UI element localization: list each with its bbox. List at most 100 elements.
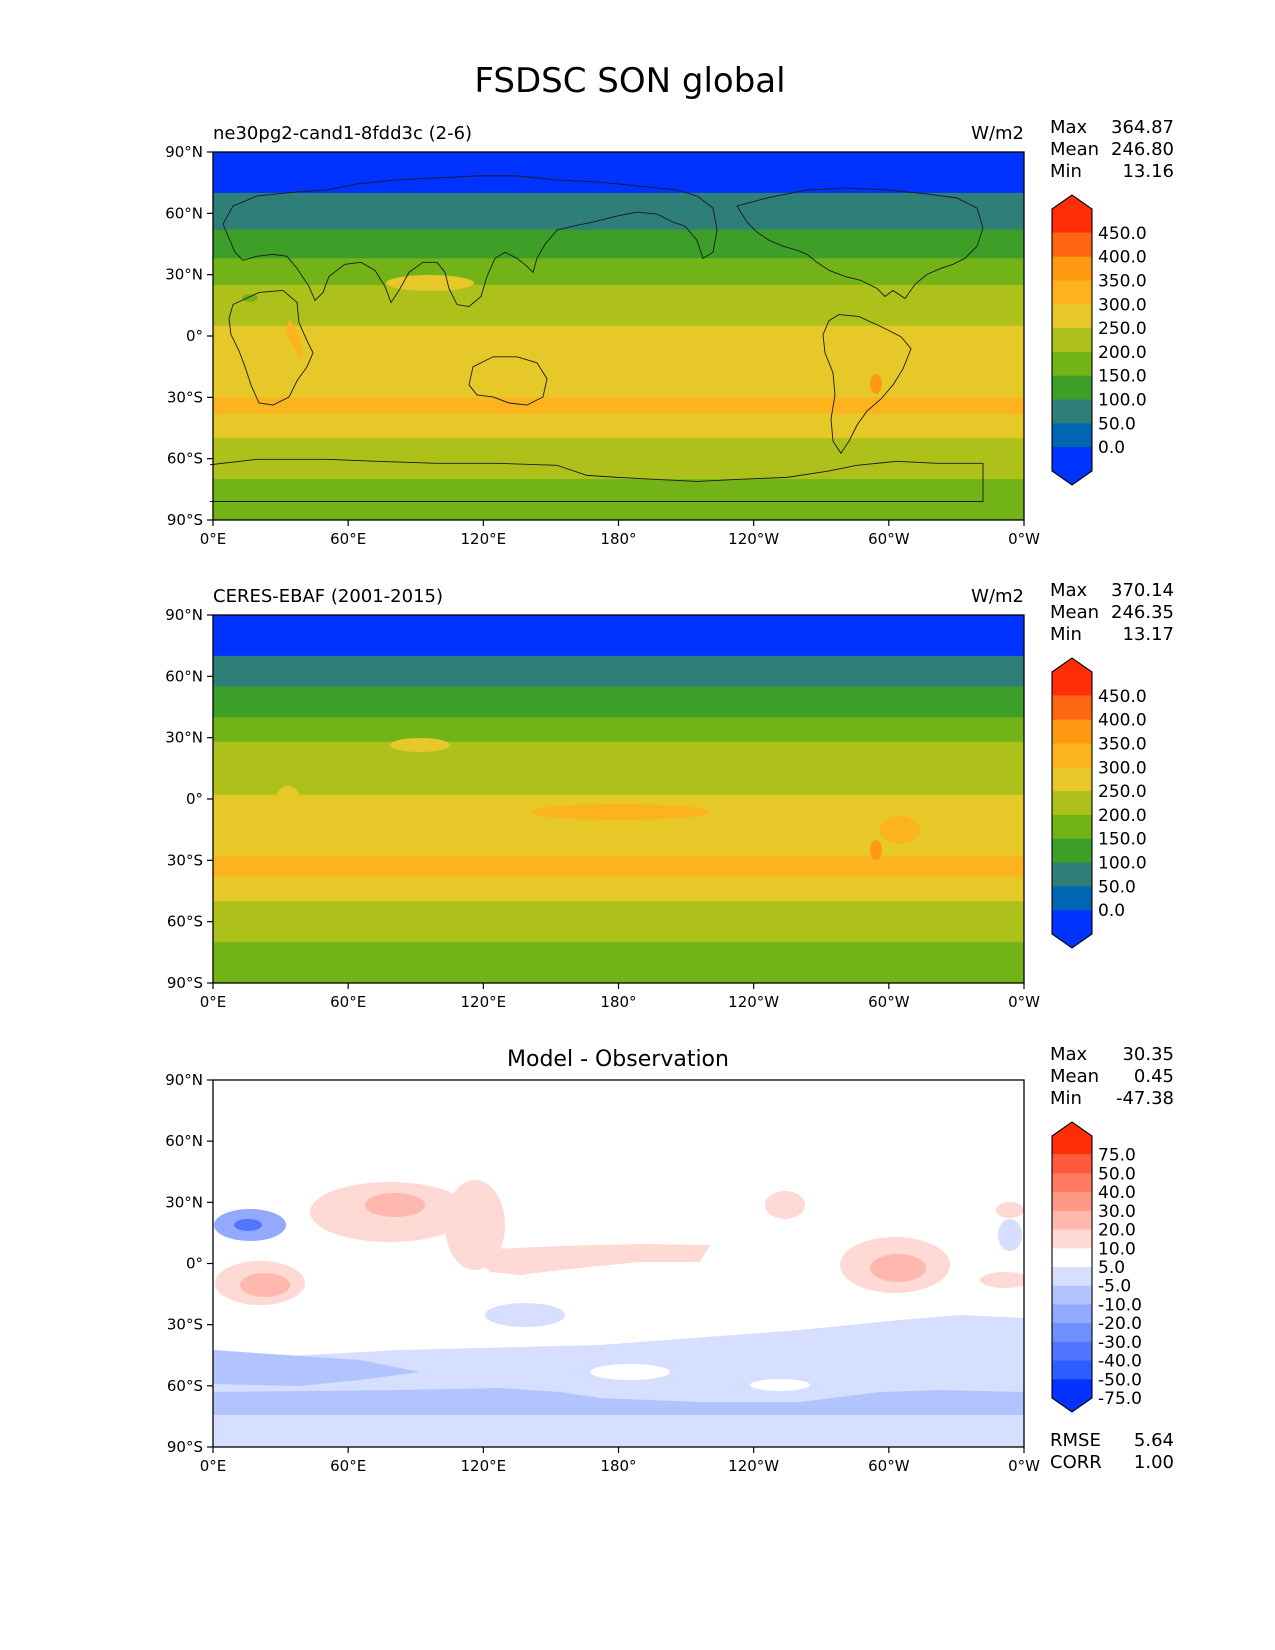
y-tick-label: 90°N [165,1071,203,1089]
colorbar-tick-label: 150.0 [1098,830,1147,850]
field-band [213,325,1024,398]
stat-mean-label: Mean [1050,602,1099,623]
colorbar-segment [1052,351,1092,377]
y-tick-label: 60°S [167,450,203,468]
y-tick-label: 60°N [165,667,203,685]
x-tick-label: 120°W [728,993,779,1011]
x-tick-label: 0°E [200,530,227,548]
colorbar-outline [1051,194,1093,486]
stat-max-label: Max [1050,1044,1088,1065]
x-tick-label: 0°W [1008,993,1040,1011]
colorbar-segment [1052,767,1092,792]
colorbar-tick-label: 0.0 [1098,901,1125,921]
colorbar-segment [1052,1192,1092,1212]
colorbar-tick-label: 0.0 [1098,438,1125,458]
field-feature [998,1219,1022,1251]
field-band [213,741,1024,796]
stat-min-label: Min [1050,624,1082,645]
field-features-model [242,275,902,394]
figure-title: FSDSC SON global [474,61,785,101]
stat-mean-value: 0.45 [1134,1066,1174,1087]
stat-min-value: -47.38 [1116,1088,1174,1109]
x-tick-label: 120°W [728,530,779,548]
colorbar-segment [1052,375,1092,401]
colorbar-segment [1052,862,1092,887]
field-band [213,413,1024,429]
stats-diff: Max 30.35 Mean 0.45 Min -47.38 [1050,1044,1174,1109]
x-tick-label: 0°E [200,1457,227,1475]
x-tick-label: 60°W [868,1457,910,1475]
colorbar-segment [1052,1154,1092,1174]
colorbar-obs: 450.0 400.0 350.0 300.0 250.0 200.0 150.0 100.0… [1051,657,1147,949]
colorbar-tick-label: 200.0 [1098,343,1147,363]
x-tick-label: 0°E [200,993,227,1011]
field-feature [980,1272,1024,1288]
field-band [213,192,1024,231]
y-tick-label: 90°N [165,143,203,161]
colorbar-segment [1052,658,1092,696]
colorbar-tick-label: 400.0 [1098,711,1147,731]
field-band [213,942,1024,964]
colorbar-segment [1052,1341,1092,1362]
field-band [213,891,1024,902]
field-band [213,229,1024,259]
corr-label: CORR [1050,1452,1102,1473]
x-tick-label: 60°W [868,530,910,548]
units-label-obs: W/m2 [971,586,1024,607]
y-tick-label: 30°S [167,388,203,406]
colorbar-tick-label: -30.0 [1098,1333,1142,1353]
colorbar-outline [1051,657,1093,949]
colorbar-tick-label: 75.0 [1098,1146,1136,1166]
field-feature [386,275,474,291]
field-feature [213,1350,420,1386]
colorbar-segment [1052,1229,1092,1249]
yticks-model: 90°N 60°N 30°N 0° 30°S 60°S 90°S [165,143,213,529]
field-band [213,686,1024,718]
y-tick-label: 30°S [167,1316,203,1334]
stat-mean-value: 246.80 [1111,139,1174,160]
y-tick-label: 90°S [167,1438,203,1456]
colorbar-segment [1052,695,1092,721]
stats-obs: Max 370.14 Mean 246.35 Min 13.17 [1050,580,1174,645]
x-tick-label: 180° [600,993,636,1011]
field-band [213,876,1024,892]
colorbar-segment [1052,1285,1092,1305]
field-feature [213,1388,1024,1415]
field-bands-model [213,152,1024,520]
y-tick-label: 30°N [165,266,203,284]
colorbar-tick-label: 20.0 [1098,1221,1136,1241]
x-tick-label: 60°E [330,993,366,1011]
field-feature [285,320,303,360]
field-feature [365,1193,425,1217]
colorbar-segment [1052,1360,1092,1380]
stat-mean-value: 246.35 [1111,602,1174,623]
colorbar-segment [1052,886,1092,911]
stat-min-label: Min [1050,161,1082,182]
x-tick-label: 120°W [728,1457,779,1475]
x-tick-label: 60°W [868,993,910,1011]
field-feature [485,1303,565,1327]
field-bands-obs [213,615,1024,983]
colorbar-tick-label: 400.0 [1098,248,1147,268]
colorbar-segment [1052,910,1092,948]
y-tick-label: 60°S [167,1377,203,1395]
colorbar-segment [1052,232,1092,258]
xticks-obs: 0°E 60°E 120°E 180° 120°W 60°W 0°W [200,983,1040,1011]
colorbar-tick-label: 30.0 [1098,1202,1136,1222]
colorbar-tick-label: 100.0 [1098,391,1147,411]
colorbar-segment [1052,256,1092,281]
y-tick-label: 0° [186,327,203,345]
colorbar-segment [1052,1248,1092,1268]
error-stats-diff: RMSE 5.64 CORR 1.00 [1050,1430,1174,1473]
panel-left-title-model: ne30pg2-cand1-8fdd3c (2-6) [213,123,472,144]
field-diff [213,1080,1024,1447]
field-band [213,615,1024,657]
colorbar-segment [1052,399,1092,424]
xticks-model: 0°E 60°E 120°E 180° 120°W 60°W 0°W [200,520,1040,548]
colorbar-segment [1052,1323,1092,1343]
panel-center-title-diff: Model - Observation [507,1047,729,1072]
y-tick-label: 60°N [165,1132,203,1150]
corr-value: 1.00 [1134,1452,1174,1473]
colorbar-tick-label: 100.0 [1098,854,1147,874]
